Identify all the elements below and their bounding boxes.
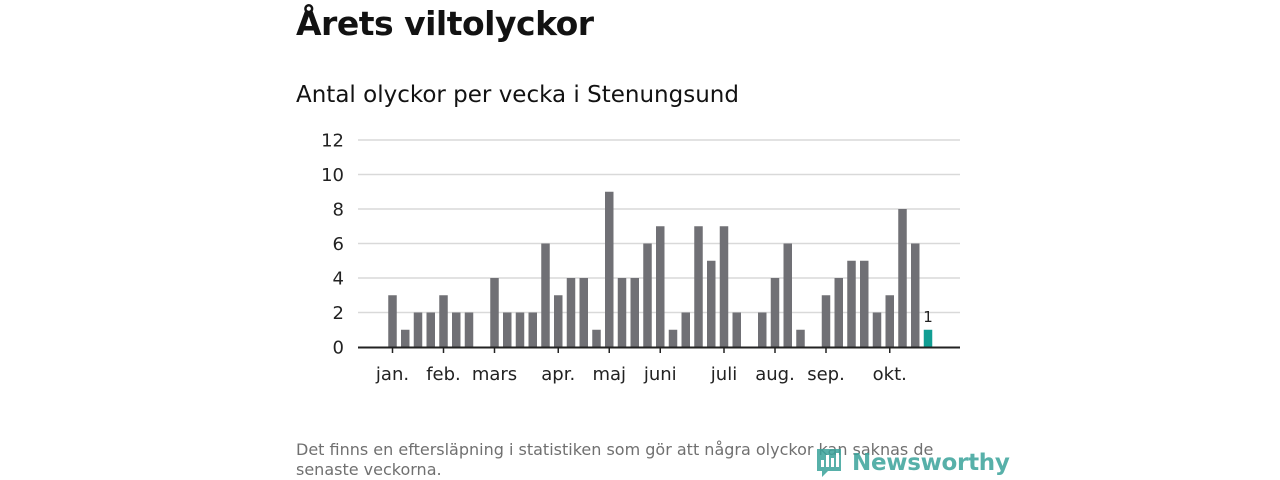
bar [605,191,614,347]
bar [656,226,665,347]
y-tick-label: 8 [333,200,344,221]
y-tick-label: 2 [333,303,344,324]
bar [503,312,512,347]
bar [554,295,563,347]
x-tick-label: mars [472,364,517,385]
newsworthy-logo-icon [817,449,841,477]
x-tick-label: aug. [755,364,795,385]
bar [821,295,831,347]
bar [643,243,652,347]
footnote: Det finns en eftersläpning i statistiken… [296,440,934,479]
data-label: 1 [923,308,933,326]
bar [783,243,792,347]
bar [515,312,525,347]
bar [732,312,741,347]
bar [885,295,894,347]
data-labels: 1 [923,308,933,326]
bar [707,260,716,347]
bar [464,312,474,347]
bar [579,278,588,347]
bar [911,243,920,347]
bar [401,329,410,347]
x-tick-label: apr. [541,364,575,385]
bar [668,329,678,347]
bar [592,329,601,347]
bar [694,226,703,347]
bar-highlight [923,329,933,347]
brand-name: Newsworthy [852,450,1010,476]
bar [528,312,537,347]
bar [770,278,780,347]
y-tick-label: 6 [333,234,344,255]
bar [681,312,690,347]
bar [452,312,461,347]
page-title: Årets viltolyckor [296,4,594,43]
bar [413,312,423,347]
bar [388,295,397,347]
bar [860,260,869,347]
y-tick-label: 4 [333,269,344,290]
bar [490,278,499,347]
chart-subtitle: Antal olyckor per vecka i Stenungsund [296,82,739,108]
y-tick-label: 10 [321,165,344,186]
x-tick-label: feb. [426,364,461,385]
bar [630,278,639,347]
x-tick-label: juni [643,364,677,385]
x-tick-label: juli [710,364,737,385]
x-tick-label: sep. [807,364,845,385]
x-tick-label: jan. [375,364,409,385]
x-axis-ticks: jan. feb. mars apr. maj juni juli aug. sep. okt. [375,348,907,385]
bar [758,312,767,347]
bar [566,278,576,347]
bar-chart: 0 2 4 6 8 10 12 jan. feb. mars apr. maj juni juli aug… [321,131,960,385]
y-tick-label: 12 [321,131,344,152]
bar [796,329,805,347]
x-tick-label: okt. [873,364,907,385]
x-tick-label: maj [592,364,626,385]
bar [872,312,882,347]
bar [541,243,550,347]
bars [388,191,933,347]
y-tick-label: 0 [333,338,344,359]
bar [439,295,448,347]
y-axis-ticks: 0 2 4 6 8 10 12 [321,131,344,359]
bar [426,312,435,347]
bar [898,209,907,347]
bar [834,278,843,347]
brand-logo: Newsworthy [814,446,1010,480]
bar [617,278,627,347]
bar [719,226,729,347]
bar [847,260,856,347]
